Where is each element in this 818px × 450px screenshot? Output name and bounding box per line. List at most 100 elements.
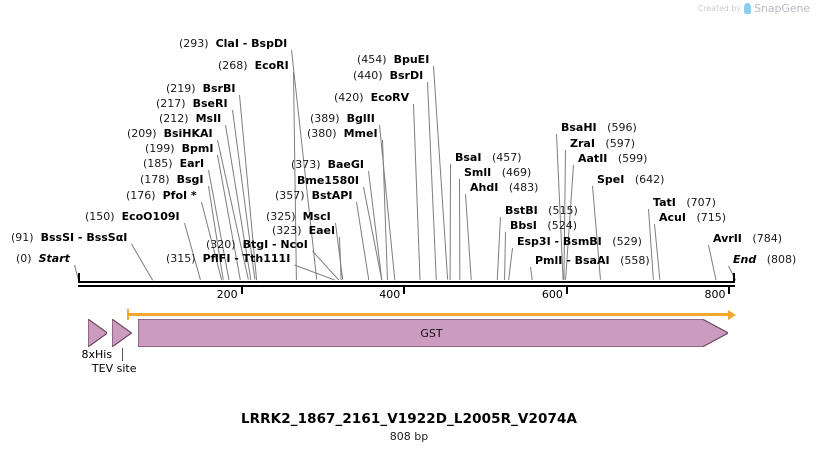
enzyme-site-label-start[interactable]: (0) Start xyxy=(16,253,70,264)
enzyme-position: (325) xyxy=(266,210,296,223)
enzyme-site-label-msci[interactable]: (325) MscI xyxy=(266,211,331,222)
enzyme-position: (529) xyxy=(612,235,642,248)
enzyme-position: (457) xyxy=(491,151,522,164)
watermark-brand: SnapGene xyxy=(754,2,810,15)
enzyme-name: End xyxy=(733,253,757,266)
feature-label-gst: GST xyxy=(420,327,443,340)
enzyme-site-label-ahdi[interactable]: AhdI (483) xyxy=(470,182,538,193)
enzyme-site-label-bsgi[interactable]: (178) BsgI xyxy=(140,174,204,185)
enzyme-site-label-bsrdi[interactable]: (440) BsrDI xyxy=(353,70,423,81)
enzyme-position: (315) xyxy=(166,252,196,265)
enzyme-site-label-tati[interactable]: TatI (707) xyxy=(653,197,716,208)
enzyme-name: BtgI - NcoI xyxy=(242,238,308,251)
enzyme-position: (380) xyxy=(307,127,337,140)
enzyme-site-label-bglii[interactable]: (389) BglII xyxy=(310,113,375,124)
enzyme-site-label-pfoi[interactable]: (176) PfoI * xyxy=(126,190,197,201)
enzyme-site-label-zrai[interactable]: ZraI (597) xyxy=(570,138,635,149)
ruler-tick-label-600: 600 xyxy=(541,288,563,301)
enzyme-position: (440) xyxy=(353,69,383,82)
enzyme-site-label-mmei[interactable]: (380) MmeI xyxy=(307,128,378,139)
enzyme-site-label-spei[interactable]: SpeI (642) xyxy=(597,174,664,185)
enzyme-site-label-ecoo109i[interactable]: (150) EcoO109I xyxy=(85,211,180,222)
enzyme-position: (217) xyxy=(156,97,186,110)
enzyme-site-label-bsihkai[interactable]: (209) BsiHKAI xyxy=(127,128,213,139)
enzyme-position: (469) xyxy=(501,166,532,179)
enzyme-position: (199) xyxy=(145,142,175,155)
enzyme-site-label-btgi-ncoi[interactable]: (320) BtgI - NcoI xyxy=(206,239,308,250)
enzyme-site-label-eari[interactable]: (185) EarI xyxy=(143,158,204,169)
enzyme-name: MmeI xyxy=(343,127,378,140)
snapgene-watermark: Created by SnapGene xyxy=(698,2,810,15)
enzyme-site-label-bstapi[interactable]: (357) BstAPI xyxy=(275,190,352,201)
enzyme-position: (150) xyxy=(85,210,115,223)
enzyme-position: (373) xyxy=(291,158,321,171)
enzyme-site-label-bsrbi[interactable]: (219) BsrBI xyxy=(166,83,235,94)
enzyme-position: (715) xyxy=(696,211,727,224)
enzyme-position: (599) xyxy=(617,152,648,165)
leader-line-avrii xyxy=(708,244,717,281)
enzyme-site-label-bme1580i[interactable]: Bme1580I xyxy=(297,175,359,186)
enzyme-position: (323) xyxy=(272,224,302,237)
enzyme-position: (642) xyxy=(634,173,665,186)
enzyme-site-label-smli[interactable]: SmlI (469) xyxy=(464,167,531,178)
ruler-tick-400 xyxy=(403,287,406,294)
enzyme-site-label-bsai[interactable]: BsaI (457) xyxy=(455,152,522,163)
feature-gst[interactable] xyxy=(138,319,729,347)
enzyme-name: MsII xyxy=(195,112,222,125)
leader-line-ecorv xyxy=(413,103,421,281)
page-title: LRRK2_1867_2161_V1922D_L2005R_V2074A xyxy=(240,411,577,427)
enzyme-name: BseRI xyxy=(192,97,228,110)
enzyme-name: PmlI - BsaAI xyxy=(535,254,610,267)
leader-line-ahdi xyxy=(465,193,472,281)
enzyme-name: BstAPI xyxy=(311,189,353,202)
enzyme-name: BaeGI xyxy=(327,158,364,171)
enzyme-site-label-clai-bspdi[interactable]: (293) ClaI - BspDI xyxy=(179,38,287,49)
leader-line-pmli-bsaai xyxy=(530,266,533,281)
enzyme-position: (808) xyxy=(766,253,797,266)
enzyme-site-label-bsssi-bsss-i[interactable]: (91) BssSI - BssSαI xyxy=(11,232,127,243)
enzyme-site-label-bstbi[interactable]: BstBI (515) xyxy=(505,205,578,216)
ruler-tick-200 xyxy=(240,287,243,294)
enzyme-name: ZraI xyxy=(570,137,595,150)
enzyme-name: SmlI xyxy=(464,166,492,179)
enzyme-position: (707) xyxy=(686,196,716,209)
leader-line-bbsi xyxy=(504,231,506,281)
feature-tev-site[interactable] xyxy=(112,319,132,347)
enzyme-site-label-pmli-bsaai[interactable]: PmlI - BsaAI (558) xyxy=(535,255,650,266)
enzyme-site-label-eaei[interactable]: (323) EaeI xyxy=(272,225,335,236)
enzyme-site-label-avrii[interactable]: AvrII (784) xyxy=(713,233,782,244)
enzyme-position: (219) xyxy=(166,82,196,95)
enzyme-position: (420) xyxy=(334,91,364,104)
enzyme-site-label-aatii[interactable]: AatII (599) xyxy=(578,153,647,164)
enzyme-name: EcoRV xyxy=(370,91,410,104)
enzyme-position: (268) xyxy=(218,59,248,72)
enzyme-site-label-acui[interactable]: AcuI (715) xyxy=(659,212,726,223)
enzyme-site-label-pflfi-tth111i[interactable]: (315) PflFI - Tth111I xyxy=(166,253,290,264)
leader-line-tati xyxy=(648,208,654,281)
enzyme-site-label-baegi[interactable]: (373) BaeGI xyxy=(291,159,364,170)
enzyme-position: (178) xyxy=(140,173,170,186)
feature-8xhis[interactable] xyxy=(87,319,108,347)
enzyme-site-label-ecorv[interactable]: (420) EcoRV xyxy=(334,92,409,103)
enzyme-position: (784) xyxy=(752,232,782,245)
orange-span-line xyxy=(126,313,728,316)
enzyme-site-label-end[interactable]: End (808) xyxy=(733,254,796,265)
leader-line-bstbi xyxy=(496,216,501,281)
enzyme-name: PflFI - Tth111I xyxy=(202,252,291,265)
enzyme-name: AhdI xyxy=(470,181,499,194)
enzyme-site-label-bseri[interactable]: (217) BseRI xyxy=(156,98,228,109)
ruler-cap-end xyxy=(733,273,735,283)
enzyme-site-label-bbsi[interactable]: BbsI (524) xyxy=(510,220,577,231)
enzyme-position: (483) xyxy=(508,181,539,194)
enzyme-site-label-msii[interactable]: (212) MsII xyxy=(159,113,221,124)
leader-line-acui xyxy=(654,223,661,281)
watermark-created-by: Created by xyxy=(697,4,742,13)
enzyme-site-label-bpuei[interactable]: (454) BpuEI xyxy=(357,54,429,65)
leader-line-msci xyxy=(335,222,344,281)
enzyme-site-label-bpmi[interactable]: (199) BpmI xyxy=(145,143,213,154)
enzyme-position: (357) xyxy=(275,189,305,202)
enzyme-site-label-bsahi[interactable]: BsaHI (596) xyxy=(561,122,637,133)
enzyme-site-label-ecori[interactable]: (268) EcoRI xyxy=(218,60,289,71)
enzyme-site-label-esp3i-bsmbi[interactable]: Esp3I - BsmBI (529) xyxy=(517,236,642,247)
enzyme-position: (597) xyxy=(605,137,636,150)
